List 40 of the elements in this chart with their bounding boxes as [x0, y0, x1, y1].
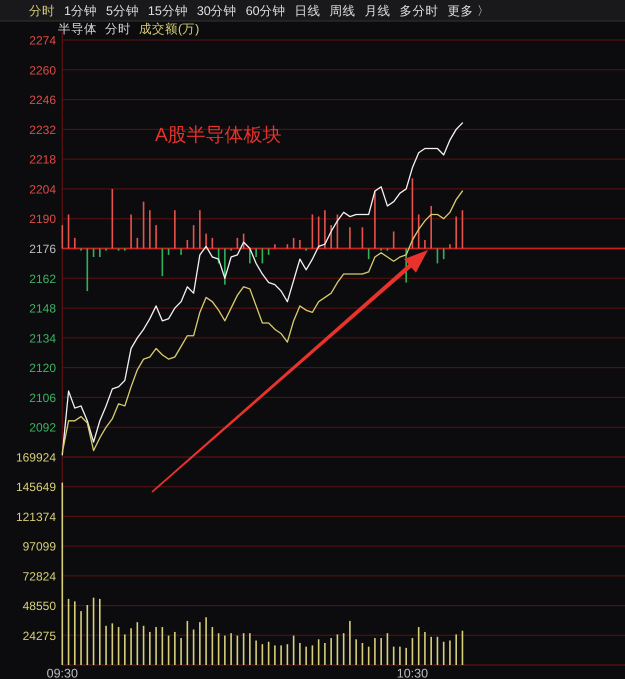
y-tick-label: 2120	[29, 361, 56, 376]
text: 月线	[364, 4, 391, 18]
text: 5分钟	[106, 4, 139, 18]
y-tick-label: 145649	[16, 480, 56, 494]
y-tick-label: 2176	[29, 242, 56, 256]
y-tick-label: 2106	[29, 390, 56, 405]
chart-subtitle: 分时	[105, 22, 131, 36]
chart-title: 半导体	[58, 22, 97, 36]
text: 15分钟	[148, 4, 188, 18]
annotation: 成交额(万)	[139, 21, 200, 36]
y-tick-label: 48550	[22, 599, 56, 614]
line-series	[62, 122, 464, 456]
text: 周线	[330, 4, 356, 18]
y-tick-label: 2092	[29, 420, 56, 435]
y-tick-label: 2162	[29, 272, 56, 286]
annotation: A股半导体板块	[155, 125, 282, 146]
y-tick-label: 2148	[29, 302, 56, 316]
line-series	[62, 190, 464, 454]
y-tick-label: 24275	[22, 628, 56, 643]
y-tick-label: 2190	[29, 212, 56, 226]
y-tick-label: 121374	[16, 510, 56, 524]
y-tick-label: 72824	[22, 569, 56, 584]
y-tick-label: 2274	[29, 34, 56, 48]
text: 多分时	[400, 4, 439, 18]
text: 1分钟	[64, 4, 97, 18]
y-tick-label: 97099	[22, 540, 56, 554]
y-tick-label: 2218	[29, 152, 56, 167]
text: 更多 〉	[448, 4, 490, 18]
y-tick-label: 2134	[29, 331, 56, 346]
text: 30分钟	[196, 4, 237, 18]
y-tick-label: 2260	[29, 63, 56, 78]
y-tick-label: 169924	[16, 450, 56, 464]
y-tick-label: 2204	[29, 182, 56, 196]
text: 60分钟	[246, 4, 286, 18]
y-tick-label: 2232	[29, 122, 56, 137]
text: 日线	[294, 4, 321, 18]
text: 分时	[29, 4, 55, 18]
x-tick-label: 10:30	[396, 666, 428, 679]
y-tick-label: 2246	[29, 93, 56, 108]
x-tick-label: 09:30	[46, 666, 78, 679]
